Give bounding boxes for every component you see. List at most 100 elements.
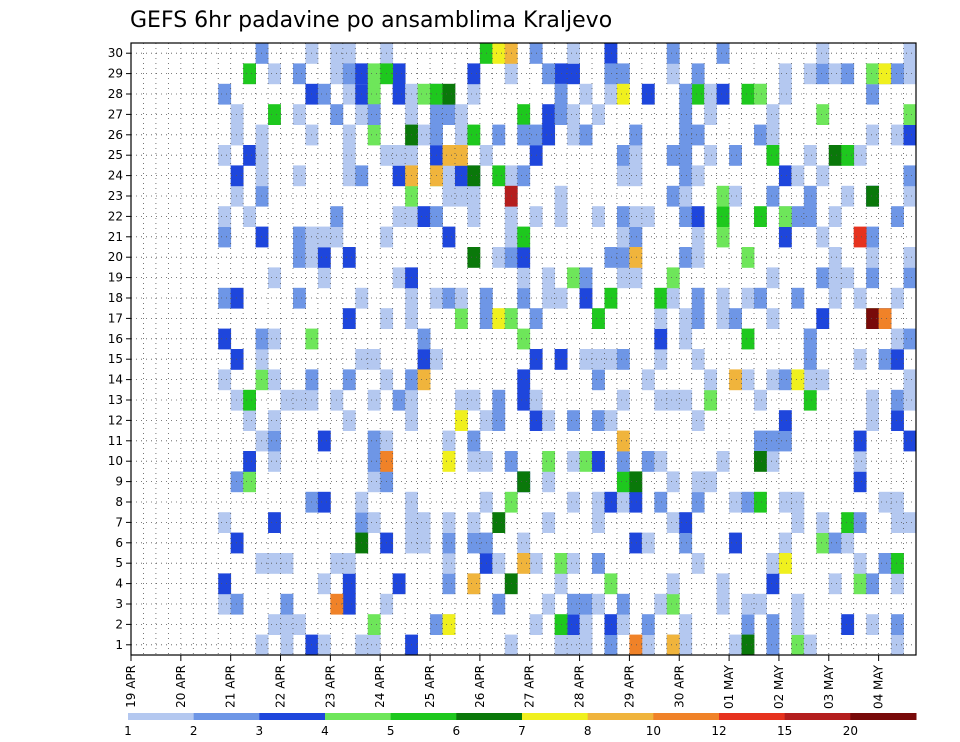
heatmap-cell [766,145,780,166]
y-tick-label: 7 [115,515,123,529]
heatmap-cell [828,145,842,166]
heatmap-cell [317,267,331,289]
heatmap-cell [442,104,456,125]
heatmap-cell [629,124,643,146]
heatmap-cell [891,287,904,309]
heatmap-cell [666,389,680,411]
heatmap-cell [230,104,244,125]
heatmap-cell [592,553,605,574]
heatmap-cell [417,512,431,533]
plot-frame [130,42,917,656]
legend-label: 4 [321,724,329,738]
heatmap-cell [716,451,730,472]
y-tick-label: 15 [108,352,123,366]
heatmap-cell [666,471,680,493]
heatmap-cell [592,206,605,227]
heatmap-cell [467,430,481,452]
heatmap-cell [243,451,256,472]
heatmap-cell [866,308,880,329]
heatmap-cell [218,83,232,105]
heatmap-cell [679,328,693,350]
heatmap-cell [292,226,306,248]
heatmap-cell [616,430,630,452]
heatmap-cell [268,63,281,85]
heatmap-cell [654,349,668,370]
heatmap-cell [417,124,431,146]
heatmap-cell [816,308,830,329]
heatmap-cell [243,206,256,227]
heatmap-cell [766,553,780,574]
heatmap-cell [691,83,705,105]
heatmap-cell [268,328,281,350]
heatmap-cell [704,471,718,493]
heatmap-cell [766,185,780,207]
heatmap-cell [754,389,767,411]
heatmap-cell [778,430,792,452]
heatmap-cell [616,226,630,248]
heatmap-cell [803,63,817,85]
heatmap-cell [467,247,481,268]
heatmap-cell [367,124,381,146]
heatmap-cell [878,553,892,574]
heatmap-cell [492,553,506,574]
heatmap-cell [729,185,742,207]
heatmap-cell [317,247,331,268]
heatmap-cell [853,471,867,493]
heatmap-cell [803,206,817,227]
heatmap-cell [629,145,643,166]
heatmap-cell [604,573,618,595]
heatmap-cell [866,410,880,431]
heatmap-cell [766,104,780,125]
heatmap-cell [567,614,580,635]
heatmap-cell [604,614,618,635]
heatmap-cell [442,430,456,452]
heatmap-cell [828,532,842,554]
heatmap-cell [367,451,381,472]
heatmap-cell [342,83,356,105]
y-tick-label: 2 [115,617,123,631]
heatmap-cell [629,471,643,493]
heatmap-cell [592,593,605,615]
heatmap-cell [517,267,531,289]
heatmap-cell [218,328,232,350]
heatmap-cell [230,349,244,370]
heatmap-cell [716,83,730,105]
x-tick-label: 29 APR [622,665,636,708]
legend-label: 10 [646,724,661,738]
x-tick-label: 30 APR [672,665,686,708]
legend-label: 2 [190,724,198,738]
heatmap-cell [592,308,605,329]
heatmap-cell [866,226,880,248]
heatmap-cell [704,145,718,166]
heatmap-cell [517,553,531,574]
heatmap-cell [841,512,855,533]
heatmap-cell [604,287,618,309]
heatmap-cell [716,226,730,248]
heatmap-cell [654,593,668,615]
heatmap-cell [542,471,556,493]
x-tick-label: 03 MAY [822,664,836,709]
legend-label: 15 [777,724,792,738]
x-tick-label: 27 APR [523,665,537,708]
x-tick-label: 25 APR [423,665,437,708]
heatmap-cell [604,247,618,268]
heatmap-cell [616,491,630,513]
heatmap-cell [666,267,680,289]
heatmap-cell [467,83,481,105]
heatmap-cell [592,491,605,513]
y-tick-label: 5 [115,556,123,570]
heatmap-cell [828,287,842,309]
heatmap-cell [255,369,269,391]
heatmap-cell [342,308,356,329]
heatmap-cell [342,573,356,595]
heatmap-cell [704,83,718,105]
heatmap-cell [654,308,668,329]
heatmap-cell [691,226,705,248]
heatmap-cell [218,145,232,166]
heatmap-cell [791,593,805,615]
heatmap-cell [891,63,904,85]
heatmap-cell [853,349,867,370]
heatmap-cell [517,328,531,350]
heatmap-cell [853,553,867,574]
heatmap-cell [666,593,680,615]
